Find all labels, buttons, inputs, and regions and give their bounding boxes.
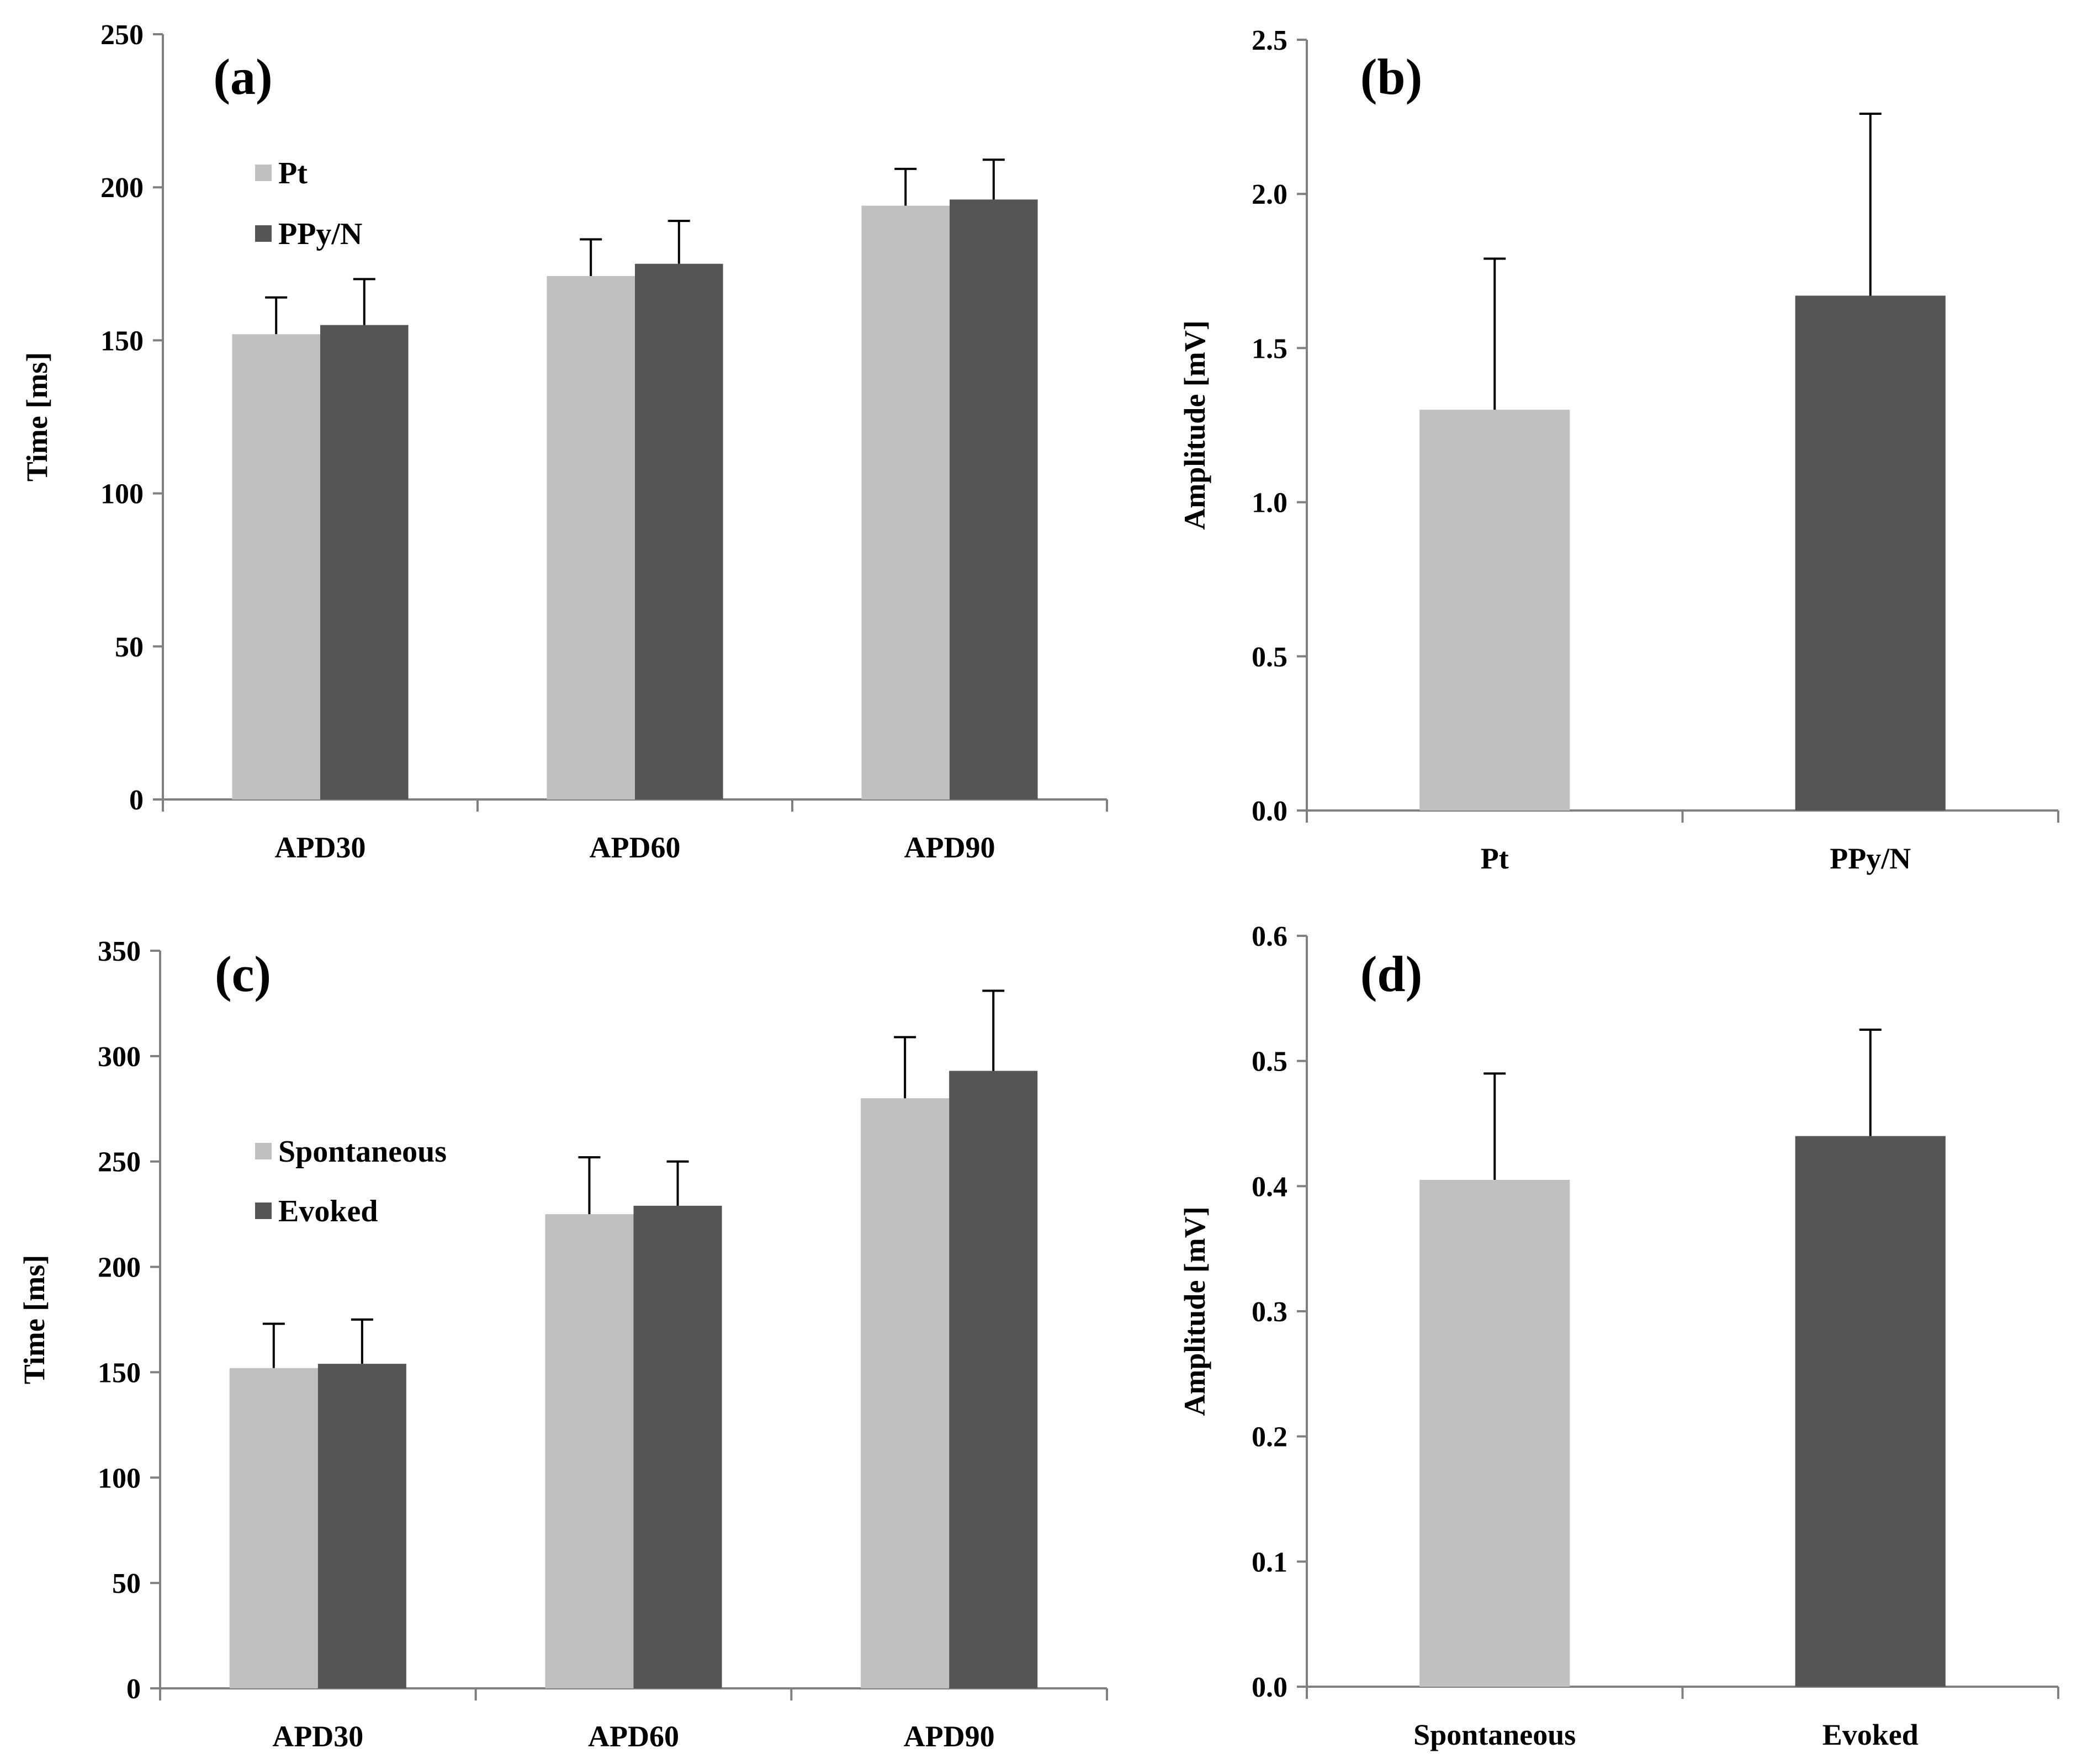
y-tick-label: 100: [98, 1463, 141, 1494]
x-tick-label: APD30: [272, 1720, 363, 1753]
bar: [949, 1071, 1038, 1688]
bar: [232, 334, 320, 799]
x-tick-label: Pt: [1481, 842, 1509, 875]
x-tick-label: PPy/N: [1830, 842, 1911, 875]
legend-swatch: [255, 1143, 272, 1159]
y-tick-label: 300: [98, 1041, 141, 1073]
y-tick-label: 200: [100, 172, 144, 204]
bar: [1419, 1180, 1570, 1687]
y-tick-label: 0.4: [1252, 1171, 1287, 1203]
y-tick-label: 0.0: [1252, 1672, 1287, 1703]
x-tick-label: Spontaneous: [1413, 1718, 1576, 1751]
y-tick-label: 2.0: [1252, 179, 1287, 210]
bar: [1795, 295, 1946, 811]
y-axis-title: Time [ms]: [18, 1255, 51, 1384]
x-tick-label: APD90: [904, 1720, 995, 1753]
y-tick-label: 2.5: [1252, 25, 1287, 56]
bar: [545, 1214, 634, 1688]
chart-panel-0: 0 50 100 150 200 250 APD30 APD60 APD90 Time [ms] (…: [20, 19, 1108, 864]
bar: [633, 1205, 722, 1688]
y-tick-label: 100: [100, 479, 144, 510]
legend-swatch: [255, 225, 272, 242]
bar: [229, 1368, 318, 1688]
y-tick-label: 0.3: [1252, 1296, 1287, 1328]
bar: [1795, 1136, 1946, 1687]
x-tick-label: APD90: [904, 831, 995, 864]
y-tick-label: 0.0: [1252, 796, 1287, 827]
y-tick-label: 1.5: [1252, 333, 1287, 364]
x-tick-label: APD60: [588, 1720, 679, 1753]
legend-label: Pt: [278, 156, 308, 190]
bar: [861, 205, 950, 799]
y-tick-label: 150: [98, 1357, 141, 1389]
chart-panel-3: 0.0 0.1 0.2 0.3 0.4 0.5 0.6 Spontaneous Evoked Am…: [1178, 921, 2059, 1751]
y-tick-label: 50: [115, 632, 144, 663]
x-tick-label: APD30: [275, 831, 366, 864]
bar: [547, 276, 635, 799]
bar: [950, 199, 1038, 800]
bar: [317, 1364, 406, 1688]
y-tick-label: 1.0: [1252, 488, 1287, 519]
legend-label: PPy/N: [278, 217, 362, 251]
y-tick-label: 50: [112, 1568, 141, 1599]
bar: [1419, 410, 1570, 811]
y-axis-title: Amplitude [mV]: [1178, 1206, 1211, 1416]
y-tick-label: 200: [98, 1252, 141, 1284]
y-tick-label: 250: [100, 19, 144, 51]
bar: [861, 1098, 950, 1688]
y-tick-label: 350: [98, 936, 141, 967]
chart-panel-1: 0.0 0.5 1.0 1.5 2.0 2.5 Pt PPy/N Amplitude [mV] (…: [1178, 25, 2059, 875]
y-tick-label: 0.1: [1252, 1546, 1287, 1578]
y-axis-title: Amplitude [mV]: [1178, 320, 1211, 529]
y-tick-label: 0.5: [1252, 1046, 1287, 1078]
x-tick-label: Evoked: [1822, 1718, 1919, 1751]
y-tick-label: 0.2: [1252, 1422, 1287, 1453]
y-tick-label: 250: [98, 1147, 141, 1178]
bar: [320, 325, 409, 799]
y-tick-label: 150: [100, 325, 144, 357]
x-tick-label: APD60: [590, 831, 681, 864]
chart-panel-2: 0 50 100 150 200 250 300 350 APD30 APD60 APD90 Time…: [18, 936, 1108, 1753]
y-tick-label: 0.5: [1252, 642, 1287, 673]
legend-swatch: [255, 1203, 272, 1219]
panel-label: (d): [1360, 946, 1422, 1002]
y-tick-label: 0: [129, 785, 144, 816]
panel-label: (b): [1360, 49, 1422, 105]
legend-label: Evoked: [278, 1194, 378, 1228]
bar: [635, 263, 723, 799]
y-tick-label: 0: [126, 1673, 141, 1705]
legend-swatch: [255, 165, 272, 181]
y-tick-label: 0.6: [1252, 921, 1287, 952]
y-axis-title: Time [ms]: [20, 352, 54, 481]
legend-label: Spontaneous: [278, 1135, 447, 1169]
panel-label: (c): [215, 946, 271, 1002]
panel-label: (a): [213, 49, 272, 105]
